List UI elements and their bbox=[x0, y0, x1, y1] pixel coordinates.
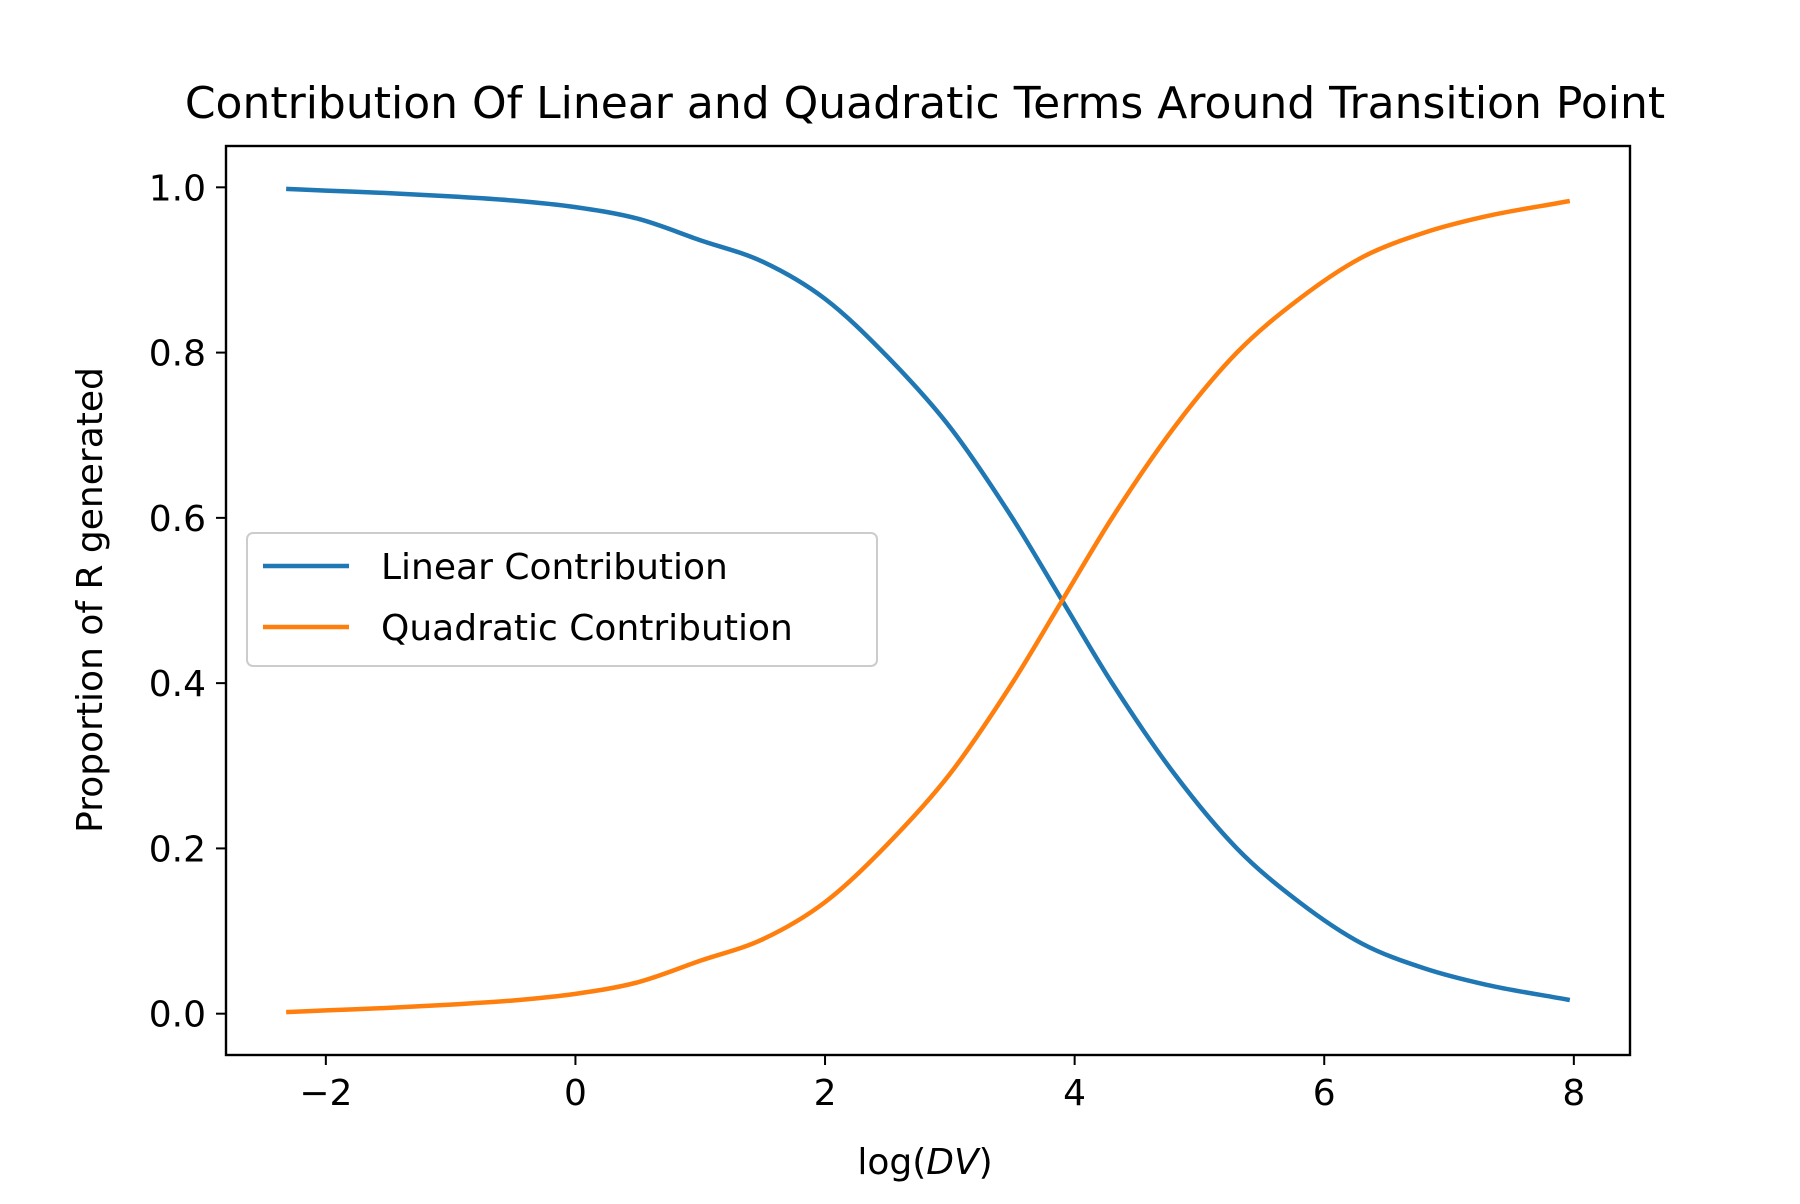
legend-label-linear: Linear Contribution bbox=[381, 547, 728, 588]
legend-box bbox=[246, 532, 878, 667]
x-axis-label-variable: DV bbox=[926, 1142, 981, 1183]
y-axis-label: Proportion of R generated bbox=[70, 367, 111, 833]
chart-title: Contribution Of Linear and Quadratic Ter… bbox=[185, 78, 1665, 129]
y-tick-label: 0.8 bbox=[149, 334, 206, 375]
x-tick-label: 6 bbox=[1313, 1073, 1336, 1114]
legend: Linear Contribution Quadratic Contributio… bbox=[246, 532, 878, 667]
legend-label-quadratic: Quadratic Contribution bbox=[381, 608, 793, 649]
y-tick-label: 1.0 bbox=[149, 168, 206, 209]
x-axis-label-prefix: log( bbox=[857, 1142, 926, 1183]
x-axis-label: log(DV) bbox=[857, 1142, 992, 1183]
y-tick-label: 0.0 bbox=[149, 995, 206, 1036]
y-tick-label: 0.2 bbox=[149, 829, 206, 870]
x-tick-label: 0 bbox=[564, 1073, 587, 1114]
y-tick-label: 0.6 bbox=[149, 499, 206, 540]
series-line-linear bbox=[286, 186, 1571, 1003]
y-tick-label: 0.4 bbox=[149, 664, 206, 705]
x-axis-label-suffix: ) bbox=[979, 1142, 993, 1183]
series-line-quadratic bbox=[286, 198, 1571, 1015]
x-tick-label: 8 bbox=[1562, 1073, 1585, 1114]
x-tick-label: 4 bbox=[1063, 1073, 1086, 1114]
x-tick-label: −2 bbox=[299, 1073, 352, 1114]
axes-frame bbox=[224, 144, 1632, 1057]
plot-area: −2 0 2 4 6 8 0.0 0.2 0.4 0.6 0.8 1.0 bbox=[149, 144, 1632, 1114]
x-tick-label: 2 bbox=[814, 1073, 837, 1114]
